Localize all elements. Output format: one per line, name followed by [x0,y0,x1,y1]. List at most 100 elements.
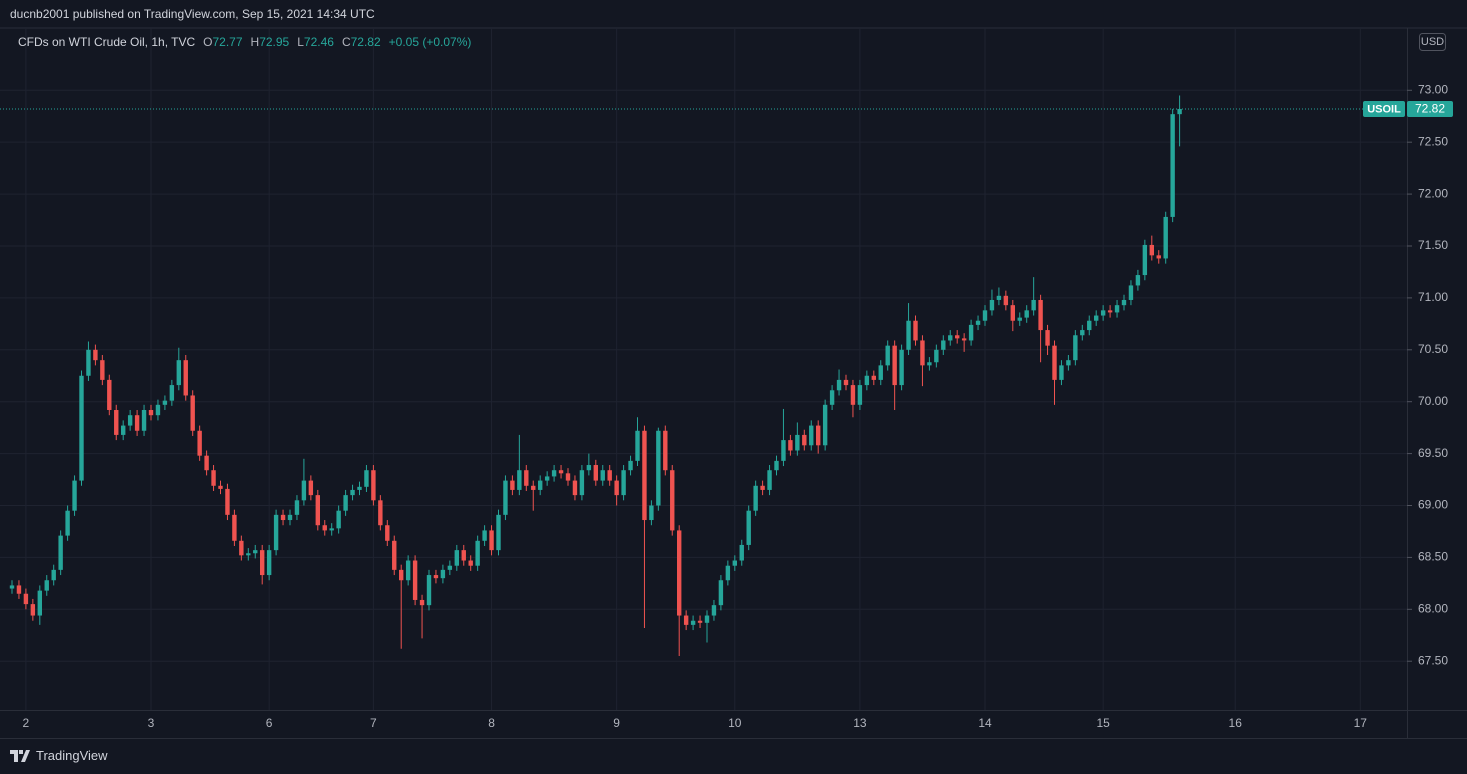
candle-body [1045,330,1050,346]
brand: TradingView [36,748,108,763]
symbol-label: USOIL [1367,103,1401,115]
x-tick-label: 16 [1229,716,1243,730]
candle-body [1087,320,1092,331]
x-tick-label: 10 [728,716,742,730]
candle-body [989,299,995,311]
candle-body [656,430,661,506]
candle-body [795,434,800,451]
ohlc-key: C [341,35,351,49]
candle-body [524,470,529,486]
y-tick-label: 72.00 [1418,186,1448,200]
candle-body [1142,244,1148,276]
candle-body [510,480,515,490]
y-tick-label: 73.00 [1418,82,1448,96]
candle-body [1073,335,1078,361]
candle-body [941,340,946,350]
candle-body [809,425,814,446]
candle-body [232,514,237,541]
candle-body [65,510,70,536]
ohlc-key: H [250,35,260,49]
candle-body [329,528,334,531]
candle-body [1031,299,1036,311]
candle-body [690,620,696,625]
ohlc-value: 72.82 [350,35,381,49]
candle-body [614,480,619,496]
candle-body [982,310,988,321]
y-tick-label: 71.00 [1418,290,1448,304]
candle-body [1052,345,1057,380]
candle-body [1114,305,1120,313]
candle-body [294,500,300,515]
candle-body [155,404,161,416]
y-tick-label: 72.50 [1418,134,1448,148]
footer: TradingView [10,748,108,763]
candle-body [600,470,605,481]
candle-body [955,335,960,339]
ohlc-key: L [297,35,304,49]
candle-body [148,410,154,416]
candle-body [121,425,126,435]
candle-body [280,514,286,521]
x-tick-label: 2 [23,716,30,730]
candle-body [934,349,939,363]
y-tick-label: 69.50 [1418,446,1448,460]
candle-body [503,480,508,515]
ohlc-key: O [203,35,213,49]
candle-body [739,544,744,561]
candle-body [1010,305,1015,321]
change: +0.05 (+0.07%) [388,35,472,49]
candle-body [1038,299,1043,331]
candle-body [1156,255,1161,259]
candle-body [127,415,133,426]
candle-body [176,360,181,386]
candle-body [253,550,258,554]
candle-body [767,470,772,490]
candle-body [211,470,216,486]
x-tick-label: 9 [613,716,620,730]
candle-body [829,390,835,405]
logo [10,749,30,762]
candle-body [79,375,84,481]
candle-body [475,540,480,566]
candle-body [1177,108,1182,115]
candle-body [517,470,522,490]
candle-body [628,460,633,471]
y-tick-label: 68.00 [1418,601,1448,615]
x-tick-label: 8 [488,716,495,730]
candle-body [218,485,223,489]
candle-body [670,470,675,531]
candle-body [1066,360,1071,366]
candle-body [93,349,98,361]
candle-body [551,470,557,477]
candle-body [385,525,390,541]
candle-body [107,379,112,411]
candle-body [1107,310,1113,313]
candle-body [565,473,571,481]
candle-body [440,569,446,579]
candle-body [607,470,612,481]
candle-body [857,385,863,405]
candle-body [760,485,765,490]
candle-body [336,510,341,529]
price-tag [1407,100,1453,117]
candle-body [447,565,453,570]
candle-body [357,486,362,490]
candle-body [635,430,640,461]
candle-body [885,345,890,366]
candle-body [496,514,501,551]
candle-body [899,349,904,386]
candle-body [489,530,494,551]
x-tick-label: 7 [370,716,377,730]
candle-body [961,338,967,341]
candle-body [586,465,592,471]
candle-body [190,395,195,431]
candle-body [871,375,876,380]
candle-body [544,476,550,481]
candle-body [579,470,585,496]
y-tick-label: 67.50 [1418,653,1448,667]
ohlc-value: 72.95 [259,35,290,49]
overlay: USOIL 72.82 [0,100,1453,117]
candle-body [426,575,432,606]
x-tick-label: 3 [148,716,155,730]
